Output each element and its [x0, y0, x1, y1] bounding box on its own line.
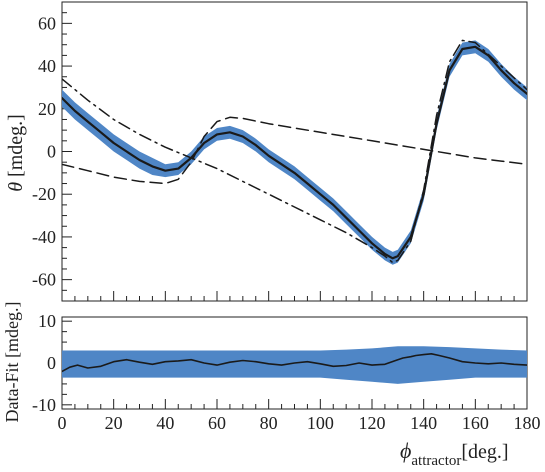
bottom-x-tick-label: 120 — [359, 413, 386, 433]
bottom-x-axis-label: ϕattractor[deg.] — [400, 438, 509, 469]
x-axis-subscript: attractor — [411, 453, 461, 469]
bottom-y-tick-label: 0 — [47, 353, 56, 373]
top-y-tick-label: -60 — [32, 270, 56, 290]
bottom-series — [62, 346, 527, 384]
x-axis-unit: [deg.] — [461, 441, 508, 463]
top-dashdot-line — [62, 39, 527, 264]
bottom-x-tick-label: 20 — [105, 413, 123, 433]
bottom-y-tick-label: 10 — [38, 311, 56, 331]
bottom-y-tick-label: -10 — [32, 395, 56, 415]
top-dashed-line — [62, 116, 527, 185]
bottom-x-tick-label: 40 — [156, 413, 174, 433]
top-y-tick-label: -20 — [32, 184, 56, 204]
bottom-x-tick-label: 80 — [260, 413, 278, 433]
bottom-x-tick-label: 0 — [58, 413, 67, 433]
top-x-ticks — [61, 291, 528, 301]
top-y-axis-unit: [mdeg.] — [5, 114, 27, 182]
top-uncertainty-band — [62, 40, 527, 265]
bottom-x-tick-label: 160 — [462, 413, 489, 433]
top-y-tick-label: 20 — [38, 99, 56, 119]
bottom-x-tick-label: 140 — [410, 413, 437, 433]
top-y-axis-symbol: θ — [5, 182, 27, 192]
bottom-uncertainty-band — [62, 346, 527, 384]
top-y-tick-label: -40 — [32, 227, 56, 247]
top-y-axis-label: θ [mdeg.] — [5, 114, 27, 192]
top-fit-line — [62, 45, 527, 260]
bottom-y-axis-label: Data-Fit [mdeg.] — [2, 302, 22, 423]
top-y-tick-label: 60 — [38, 13, 56, 33]
top-panel: -60 -40 -20 0 20 40 60 θ [mdeg.] — [5, 1, 528, 302]
bottom-x-tick-label: 180 — [514, 413, 541, 433]
top-y-tick-label: 0 — [47, 142, 56, 162]
top-series — [62, 39, 527, 265]
bottom-y-ticks: -10 0 10 — [32, 311, 72, 415]
bottom-x-tick-label: 100 — [307, 413, 334, 433]
bottom-x-ticks: 0 20 40 60 80 100 120 140 160 180 — [58, 399, 541, 433]
bottom-fit-line — [62, 352, 527, 373]
x-axis-symbol: ϕ — [400, 438, 411, 463]
top-y-tick-label: 40 — [38, 56, 56, 76]
top-y-ticks: -60 -40 -20 0 20 40 60 — [32, 1, 72, 302]
bottom-x-tick-label: 60 — [208, 413, 226, 433]
